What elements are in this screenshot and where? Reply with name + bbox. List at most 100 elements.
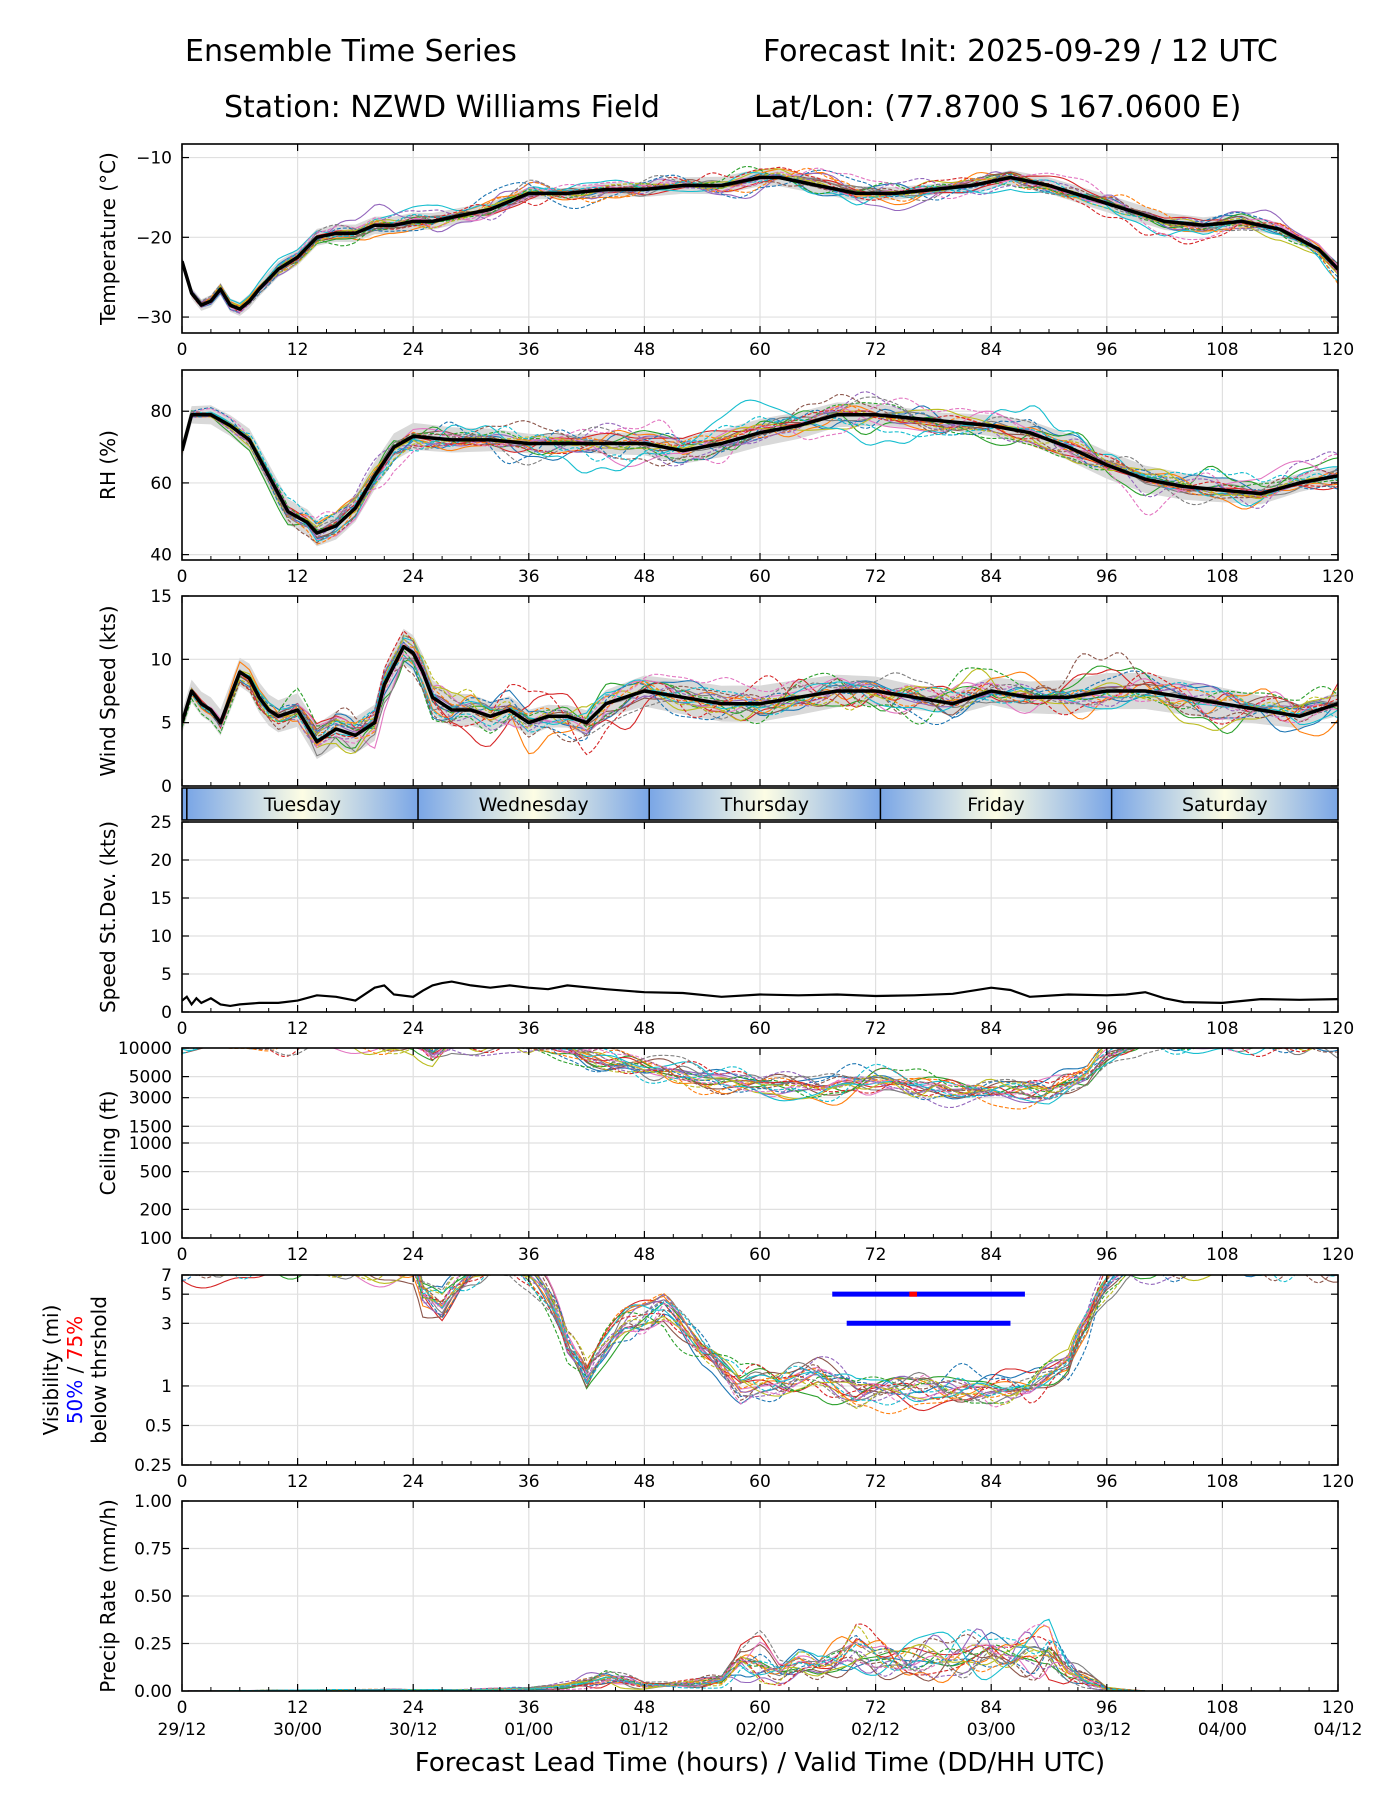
x-tick-label: 120 — [1322, 340, 1354, 360]
valid-time-label: 03/12 — [1082, 1720, 1131, 1740]
series-speed_stdev — [182, 980, 1338, 1008]
day-cell — [1111, 788, 1338, 820]
y-tick-label: 0.25 — [134, 1635, 172, 1655]
y-tick-label: 0.5 — [145, 1416, 172, 1436]
y-tick-label: 0.25 — [134, 1456, 172, 1476]
x-tick-label: 36 — [518, 340, 540, 360]
y-tick-label: 0.75 — [134, 1540, 172, 1560]
x-tick-label: 24 — [402, 1245, 424, 1265]
y-tick-label: 10 — [150, 650, 172, 670]
y-tick-label: 5 — [161, 714, 172, 734]
y-tick-label: 3 — [161, 1314, 172, 1334]
ensemble-member-line — [182, 397, 1338, 519]
ensemble-mean-line — [182, 413, 1338, 535]
x-tick-label: 72 — [865, 567, 887, 587]
x-tick-label: 108 — [1206, 1472, 1238, 1492]
ensemble-member-line — [424, 1048, 1125, 1109]
valid-time-label: 04/12 — [1314, 1720, 1363, 1740]
ensemble-member-line — [197, 1275, 1331, 1401]
x-tick-label: 72 — [865, 1019, 887, 1039]
valid-time-label: 30/00 — [273, 1720, 322, 1740]
ensemble-member-line — [182, 634, 1338, 737]
y-axis-sublabel-2: below thrshold — [87, 1296, 111, 1444]
x-tick-label: 48 — [634, 567, 656, 587]
ensemble-mean-line — [182, 175, 1338, 311]
y-tick-label: 80 — [150, 402, 172, 422]
ensemble-member-line — [182, 1048, 1267, 1105]
x-tick-label: 108 — [1206, 1245, 1238, 1265]
ensemble-member-line — [353, 1275, 1113, 1399]
x-tick-label: 48 — [634, 1245, 656, 1265]
y-tick-label: 1.00 — [134, 1492, 172, 1512]
x-tick-label: 48 — [634, 1019, 656, 1039]
x-tick-label: 120 — [1322, 1472, 1354, 1492]
valid-time-label: 29/12 — [158, 1720, 207, 1740]
latlon-label: Lat/Lon: (77.8700 S 167.0600 E) — [754, 90, 1242, 125]
x-tick-label: 60 — [749, 1698, 771, 1718]
stdev-line — [182, 980, 1338, 1008]
x-tick-label: 12 — [287, 1245, 309, 1265]
y-axis-label: Speed St.Dev. (kts) — [96, 821, 120, 1013]
x-tick-label: 24 — [402, 1019, 424, 1039]
x-tick-label: 96 — [1096, 340, 1118, 360]
y-tick-label: 15 — [150, 889, 172, 909]
y-tick-label: 1000 — [129, 1134, 172, 1154]
y-axis-sublabel: 50% / 75% — [63, 1316, 87, 1424]
ensemble-member-line — [425, 1048, 1137, 1100]
ensemble-member-line — [182, 404, 1338, 545]
y-tick-label: 20 — [150, 851, 172, 871]
ensemble-member-line — [182, 638, 1338, 736]
day-cell — [649, 788, 881, 820]
x-tick-label: 36 — [518, 1472, 540, 1492]
ensemble-mean-line — [182, 644, 1338, 744]
x-tick-label: 60 — [749, 340, 771, 360]
x-tick-label: 60 — [749, 567, 771, 587]
x-tick-label: 84 — [980, 340, 1002, 360]
x-tick-label: 0 — [177, 1245, 188, 1265]
y-tick-label: 1 — [161, 1377, 172, 1397]
x-tick-label: 84 — [980, 1698, 1002, 1718]
day-cell — [186, 788, 419, 820]
x-tick-label: 120 — [1322, 1245, 1354, 1265]
y-tick-label: 3000 — [129, 1089, 172, 1109]
ensemble-member-line — [291, 1048, 1284, 1098]
x-tick-label: 96 — [1096, 567, 1118, 587]
x-axis-label: Forecast Lead Time (hours) / Valid Time … — [415, 1748, 1105, 1778]
y-axis-label: Visibility (mi) — [39, 1305, 63, 1436]
x-tick-label: 84 — [980, 567, 1002, 587]
y-tick-label: 0.50 — [134, 1587, 172, 1607]
valid-time-label: 30/12 — [389, 1720, 438, 1740]
series-ceiling — [182, 1048, 1338, 1110]
x-tick-label: 96 — [1096, 1472, 1118, 1492]
x-tick-label: 60 — [749, 1472, 771, 1492]
x-tick-label: 108 — [1206, 340, 1238, 360]
ensemble-member-line — [182, 167, 1338, 313]
y-tick-label: −10 — [136, 149, 172, 169]
x-tick-label: 0 — [177, 340, 188, 360]
y-axis-label: Ceiling (ft) — [96, 1091, 120, 1196]
y-tick-label: 25 — [150, 813, 172, 833]
day-label: Tuesday — [263, 794, 341, 816]
ensemble-member-line — [182, 1629, 1338, 1691]
y-axis-label: Temperature (°C) — [96, 152, 120, 326]
label-50pct: 50% — [63, 1380, 87, 1424]
x-tick-label: 120 — [1322, 567, 1354, 587]
y-tick-label: 60 — [150, 474, 172, 494]
ensemble-member-line — [182, 171, 1338, 306]
y-tick-label: 5000 — [129, 1068, 172, 1088]
x-tick-label: 36 — [518, 567, 540, 587]
title-right: Forecast Init: 2025-09-29 / 12 UTC — [763, 34, 1278, 69]
ensemble-member-line — [265, 1048, 1187, 1100]
ensemble-member-line — [419, 1275, 1266, 1403]
x-tick-label: 60 — [749, 1019, 771, 1039]
y-tick-label: 15 — [150, 587, 172, 607]
ensemble-member-line — [414, 1275, 1127, 1404]
ensemble-member-line — [182, 167, 1338, 307]
day-label: Saturday — [1182, 794, 1268, 816]
x-tick-label: 48 — [634, 340, 656, 360]
y-tick-label: −30 — [136, 308, 172, 328]
station-label: Station: NZWD Williams Field — [224, 90, 660, 125]
series-rh — [182, 391, 1338, 547]
x-tick-label: 72 — [865, 1472, 887, 1492]
x-tick-label: 0 — [177, 1019, 188, 1039]
